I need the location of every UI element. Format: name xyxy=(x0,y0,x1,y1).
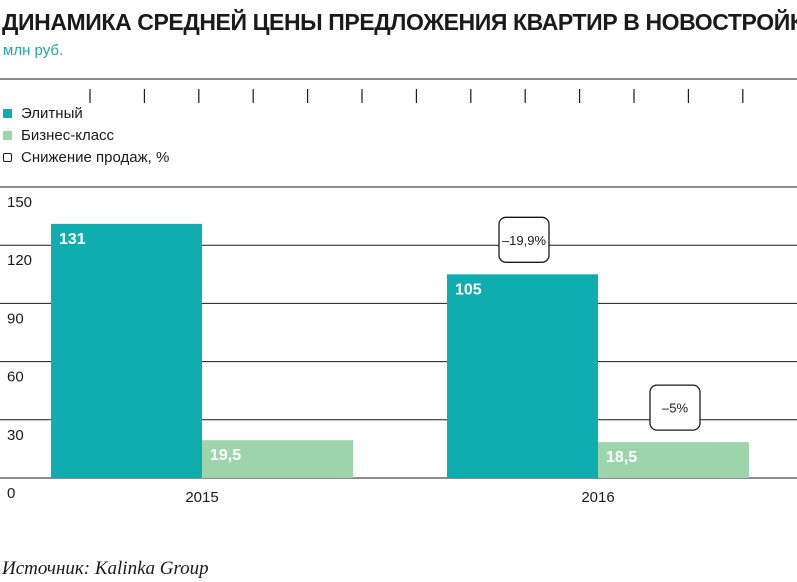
legend-label-elite: Элитный xyxy=(21,104,83,122)
y-tick-label: 60 xyxy=(7,369,24,386)
chart-title: ДИНАМИКА СРЕДНЕЙ ЦЕНЫ ПРЕДЛОЖЕНИЯ КВАРТИ… xyxy=(2,9,797,35)
bar xyxy=(51,223,202,478)
header-ticks xyxy=(89,89,744,103)
y-axis-labels: 0 30 60 90 120 150 xyxy=(7,194,32,502)
callout-box xyxy=(498,216,550,263)
x-tick-label: 2016 xyxy=(581,489,614,506)
bar-value-label: 105 xyxy=(455,281,482,298)
bar xyxy=(447,274,598,478)
legend-swatch-elite xyxy=(3,108,12,118)
legend-item-elite: Элитный xyxy=(3,102,169,124)
bar xyxy=(598,442,749,478)
bar-value-label: 19,5 xyxy=(210,447,241,464)
callout-label: –5% xyxy=(662,401,688,416)
bar xyxy=(202,440,353,478)
y-tick-label: 90 xyxy=(7,310,24,327)
y-tick-label: 120 xyxy=(7,252,32,269)
y-tick-label: 30 xyxy=(7,427,24,444)
callouts: –19,9% –5% xyxy=(498,216,701,431)
callout-box xyxy=(649,384,701,431)
callout-label: –19,9% xyxy=(502,233,547,248)
bar-value-label: 18,5 xyxy=(606,449,637,466)
x-tick-label: 2015 xyxy=(185,489,218,506)
source-note: Источник: Kalinka Group xyxy=(2,558,209,579)
legend-item-business: Бизнес-класс xyxy=(3,124,169,146)
legend-swatch-sales-drop xyxy=(3,152,12,162)
y-tick-label: 150 xyxy=(7,194,32,211)
legend: Элитный Бизнес-класс Снижение продаж, % xyxy=(3,102,169,168)
legend-label-business: Бизнес-класс xyxy=(21,126,115,144)
bar-value-label: 131 xyxy=(59,231,86,248)
y-tick-label: 0 xyxy=(7,485,15,502)
legend-label-sales-drop: Снижение продаж, % xyxy=(21,148,170,166)
x-axis-labels: 2015 2016 xyxy=(185,489,614,506)
legend-item-sales-drop: Снижение продаж, % xyxy=(3,146,169,168)
chart-subtitle: млн руб. xyxy=(3,42,64,59)
bars: 131 19,5 105 18,5 xyxy=(51,223,749,478)
legend-swatch-business xyxy=(3,130,12,140)
